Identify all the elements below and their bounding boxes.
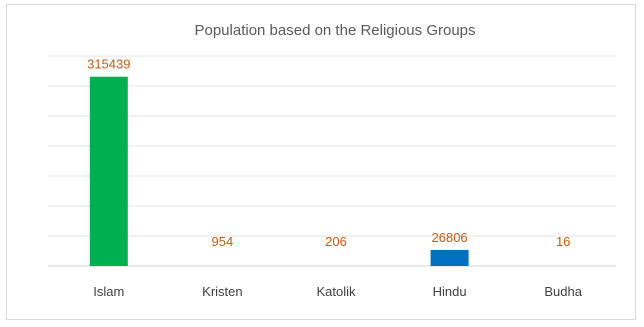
category-label-kristen: Kristen: [202, 284, 242, 299]
data-label-budha: 16: [556, 234, 570, 249]
category-label-katolik: Katolik: [316, 284, 356, 299]
category-label-islam: Islam: [93, 284, 124, 299]
data-label-islam: 315439: [87, 57, 130, 72]
data-label-katolik: 206: [325, 234, 347, 249]
data-label-hindu: 26806: [432, 230, 468, 245]
data-label-kristen: 954: [212, 234, 234, 249]
bar-hindu: [430, 249, 469, 266]
chart-title: Population based on the Religious Groups: [194, 22, 476, 39]
bar-islam: [89, 76, 128, 266]
category-label-hindu: Hindu: [433, 284, 467, 299]
category-label-budha: Budha: [544, 284, 582, 299]
